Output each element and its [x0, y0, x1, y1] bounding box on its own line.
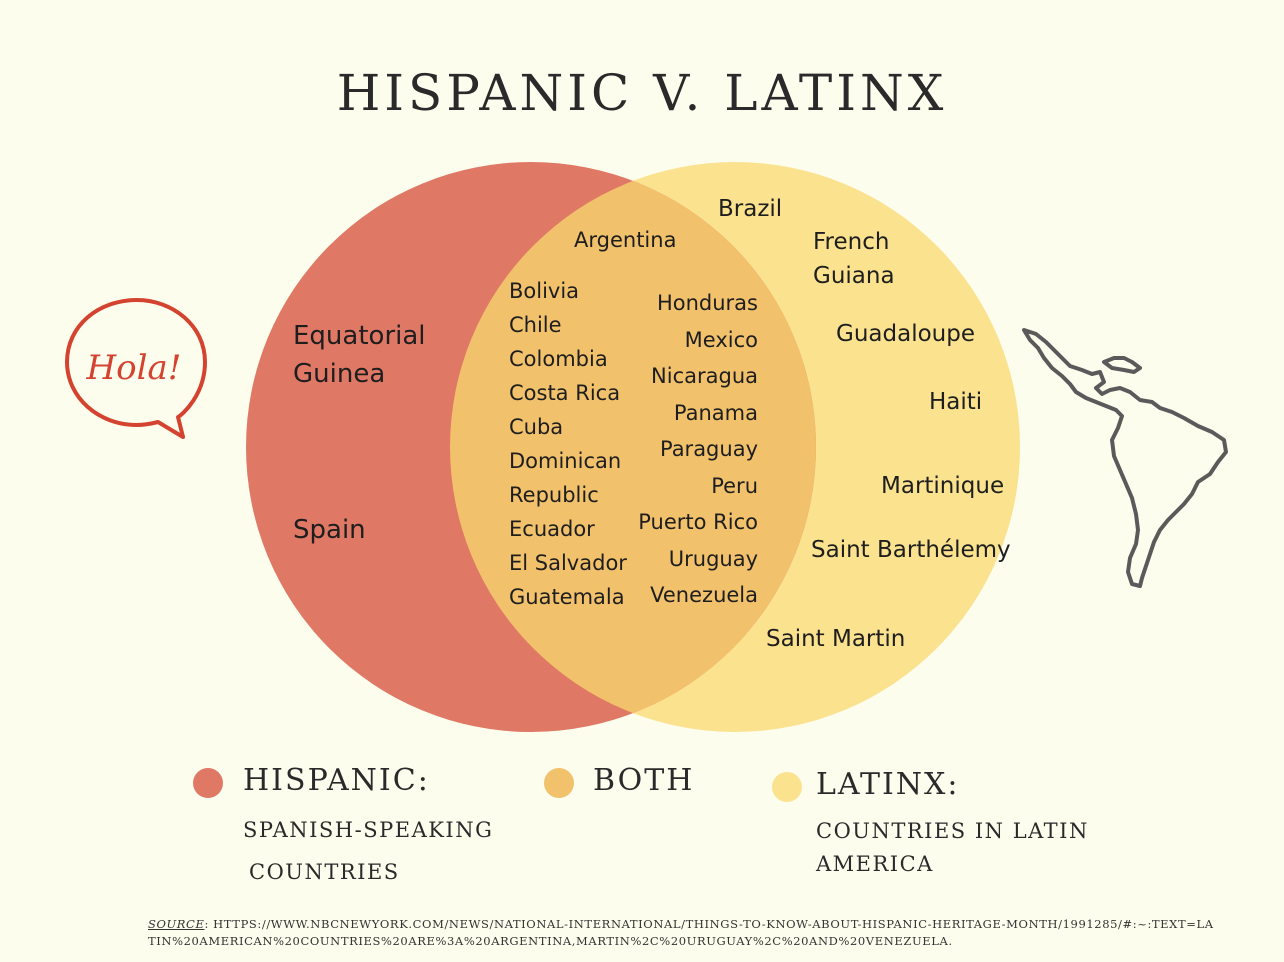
legend-latinx-desc-line2: AMERICA	[816, 852, 934, 876]
country-dominican-republic-line2: Republic	[509, 483, 599, 507]
country-peru: Peru	[711, 474, 758, 498]
source-url[interactable]: : HTTPS://WWW.NBCNEWYORK.COM/NEWS/NATION…	[148, 917, 1214, 948]
country-puerto-rico: Puerto Rico	[638, 510, 758, 534]
country-haiti: Haiti	[929, 389, 983, 415]
country-paraguay: Paraguay	[659, 437, 758, 461]
source-citation: SOURCE: HTTPS://WWW.NBCNEWYORK.COM/NEWS/…	[148, 916, 1218, 950]
country-martinique: Martinique	[881, 473, 1005, 499]
country-dominican-republic-line1: Dominican	[509, 449, 622, 473]
country-costa-rica: Costa Rica	[509, 381, 621, 405]
country-chile: Chile	[509, 313, 562, 337]
legend-hispanic-title: HISPANIC:	[243, 763, 430, 798]
country-uruguay: Uruguay	[668, 547, 758, 571]
country-saint-martin: Saint Martin	[766, 626, 906, 652]
country-french-guiana-line1: French	[813, 229, 890, 255]
source-label: SOURCE	[148, 917, 205, 931]
country-equatorial-guinea-line2: Guinea	[293, 359, 386, 389]
country-mexico: Mexico	[684, 328, 758, 352]
page-title: HISPANIC V. LATINX	[336, 64, 948, 122]
legend-hispanic-desc-line2: COUNTRIES	[249, 860, 400, 884]
legend-latinx-desc-line1: COUNTRIES IN LATIN	[816, 819, 1089, 843]
country-guadaloupe: Guadaloupe	[836, 321, 975, 347]
legend-hispanic-swatch	[193, 768, 223, 798]
country-saint-barthelemy: Saint Barthélemy	[811, 537, 1011, 563]
legend-both-title: BOTH	[593, 763, 695, 798]
country-colombia: Colombia	[509, 347, 608, 371]
both-overlap	[450, 162, 816, 732]
country-equatorial-guinea-line1: Equatorial	[293, 321, 426, 351]
country-panama: Panama	[673, 401, 758, 425]
country-ecuador: Ecuador	[509, 517, 595, 541]
country-cuba: Cuba	[509, 415, 564, 439]
legend-latinx-swatch	[772, 772, 802, 802]
country-brazil: Brazil	[718, 196, 783, 222]
country-nicaragua: Nicaragua	[651, 364, 758, 388]
legend-both-swatch	[544, 768, 574, 798]
country-spain: Spain	[293, 515, 366, 545]
hola-speech-bubble-icon	[65, 298, 207, 439]
legend-hispanic-desc-line1: SPANISH-SPEAKING	[243, 818, 494, 842]
country-guatemala: Guatemala	[509, 585, 625, 609]
country-french-guiana-line2: Guiana	[813, 263, 895, 289]
hola-text: Hola!	[86, 348, 182, 388]
country-honduras: Honduras	[656, 291, 758, 315]
latin-america-map-icon	[1022, 328, 1228, 588]
country-venezuela: Venezuela	[650, 583, 758, 607]
country-bolivia: Bolivia	[509, 279, 580, 303]
country-argentina: Argentina	[574, 228, 677, 252]
country-el-salvador: El Salvador	[509, 551, 627, 575]
legend-latinx-title: LATINX:	[816, 767, 960, 802]
